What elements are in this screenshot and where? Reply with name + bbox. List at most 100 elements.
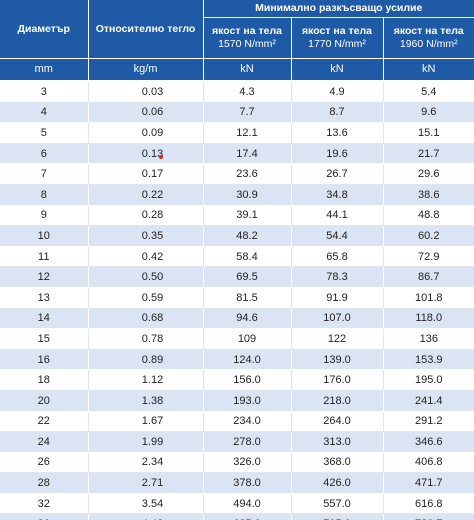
cell-diameter: 9 (0, 205, 89, 227)
cell-weight: 0.03 (88, 81, 204, 103)
cell-force-1570: 625.0 (203, 513, 292, 520)
cell-force-1770: 107.0 (291, 308, 384, 330)
cell-diameter: 4 (0, 102, 89, 124)
strength-value: 1770 N/mm² (308, 38, 366, 50)
cell-weight: 0.13 (88, 143, 204, 165)
header-diameter: Диаметър (0, 0, 89, 59)
cell-diameter: 12 (0, 266, 89, 288)
cell-diameter: 22 (0, 411, 89, 433)
cell-force-1960: 86.7 (383, 266, 474, 288)
cell-weight: 0.78 (88, 328, 204, 350)
table-row: 5 0.09 12.1 13.6 15.1 (0, 122, 474, 144)
cell-force-1570: 7.7 (203, 102, 292, 124)
cell-diameter: 36 (0, 513, 89, 520)
cell-force-1570: 81.5 (203, 287, 292, 309)
cell-weight: 1.38 (88, 390, 204, 412)
cell-force-1770: 368.0 (291, 452, 384, 474)
cell-force-1960: 29.6 (383, 163, 474, 185)
cell-diameter: 8 (0, 184, 89, 206)
cell-weight: 1.67 (88, 411, 204, 433)
cell-diameter: 16 (0, 349, 89, 371)
cell-force-1770: 54.4 (291, 225, 384, 247)
cell-weight: 2.34 (88, 452, 204, 474)
cell-diameter: 28 (0, 472, 89, 494)
strength-label: якост на тела (301, 25, 372, 37)
table-row: 7 0.17 23.6 26.7 29.6 (0, 163, 474, 185)
cell-force-1770: 19.6 (291, 143, 384, 165)
cell-force-1770: 8.7 (291, 102, 384, 124)
header-weight: Относително тегло (88, 0, 204, 59)
table-row: 364.48625.0705.0780.7 (0, 513, 474, 520)
cell-weight: 0.28 (88, 205, 204, 227)
unit-kn: kN (383, 58, 474, 82)
table-row: 16 0.89 124.0 139.0 153.9 (0, 349, 474, 371)
table-row: 10 0.35 48.2 54.4 60.2 (0, 225, 474, 247)
unit-kn: kN (291, 58, 384, 82)
cell-diameter: 5 (0, 122, 89, 144)
cell-force-1770: 122 (291, 328, 384, 350)
cell-force-1570: 156.0 (203, 369, 292, 391)
cell-force-1570: 94.6 (203, 308, 292, 330)
table-row: 9 0.28 39.1 44.1 48.8 (0, 205, 474, 227)
table-row: 13 0.59 81.5 91.9 101.8 (0, 287, 474, 309)
cell-force-1570: 109 (203, 328, 292, 350)
cell-force-1570: 12.1 (203, 122, 292, 144)
cell-force-1770: 13.6 (291, 122, 384, 144)
cell-weight: 2.71 (88, 472, 204, 494)
cell-force-1770: 65.8 (291, 246, 384, 268)
header-strength-1570: якост на тела 1570 N/mm² (203, 17, 292, 59)
table-row: 6 0.13 17.4 19.6 21.7 (0, 143, 474, 165)
cell-diameter: 24 (0, 431, 89, 453)
table-body: 3 0.03 4.3 4.9 5.4 4 0.06 7.7 8.7 9.6 5 0.09 12.1 13.… (0, 81, 474, 520)
cell-force-1960: 60.2 (383, 225, 474, 247)
unit-kn: kN (203, 58, 292, 82)
cell-force-1570: 30.9 (203, 184, 292, 206)
cell-force-1960: 153.9 (383, 349, 474, 371)
table-row: 26 2.34 326.0 368.0 406.8 (0, 452, 474, 474)
cell-diameter: 14 (0, 308, 89, 330)
table-row: 24 1.99 278.0 313.0 346.6 (0, 431, 474, 453)
strength-label: якост на тела (393, 25, 464, 37)
cell-weight: 0.50 (88, 266, 204, 288)
header-strength-1960: якост на тела 1960 N/mm² (383, 17, 474, 59)
unit-kg-per-m: kg/m (88, 58, 204, 82)
cell-weight: 0.35 (88, 225, 204, 247)
cell-force-1770: 44.1 (291, 205, 384, 227)
cell-force-1770: 78.3 (291, 266, 384, 288)
cell-weight: 1.12 (88, 369, 204, 391)
cell-force-1570: 17.4 (203, 143, 292, 165)
cell-diameter: 32 (0, 493, 89, 515)
cell-force-1960: 15.1 (383, 122, 474, 144)
cell-force-1570: 378.0 (203, 472, 292, 494)
cell-diameter: 18 (0, 369, 89, 391)
table-row: 12 0.50 69.5 78.3 86.7 (0, 266, 474, 288)
table-row: 15 0.78 109 122 136 (0, 328, 474, 350)
cell-force-1770: 139.0 (291, 349, 384, 371)
cell-diameter: 10 (0, 225, 89, 247)
cell-force-1960: 471.7 (383, 472, 474, 494)
cell-force-1960: 136 (383, 328, 474, 350)
cell-force-1570: 23.6 (203, 163, 292, 185)
cell-force-1570: 39.1 (203, 205, 292, 227)
cell-weight: 0.42 (88, 246, 204, 268)
unit-mm: mm (0, 58, 89, 82)
cell-force-1770: 91.9 (291, 287, 384, 309)
table-row: 22 1.67 234.0 264.0 291.2 (0, 411, 474, 433)
cell-weight: 0.06 (88, 102, 204, 124)
cell-force-1960: 406.8 (383, 452, 474, 474)
cell-force-1960: 346.6 (383, 431, 474, 453)
cell-force-1960: 9.6 (383, 102, 474, 124)
cell-weight: 0.68 (88, 308, 204, 330)
strength-value: 1570 N/mm² (218, 38, 276, 50)
cell-force-1570: 326.0 (203, 452, 292, 474)
cell-diameter: 7 (0, 163, 89, 185)
cell-diameter: 11 (0, 246, 89, 268)
table-row: 14 0.68 94.6 107.0 118.0 (0, 308, 474, 330)
cell-force-1960: 241.4 (383, 390, 474, 412)
cell-force-1570: 278.0 (203, 431, 292, 453)
strength-label: якост на тела (211, 25, 282, 37)
cell-force-1570: 4.3 (203, 81, 292, 103)
strength-value: 1960 N/mm² (399, 38, 458, 50)
cell-diameter: 13 (0, 287, 89, 309)
